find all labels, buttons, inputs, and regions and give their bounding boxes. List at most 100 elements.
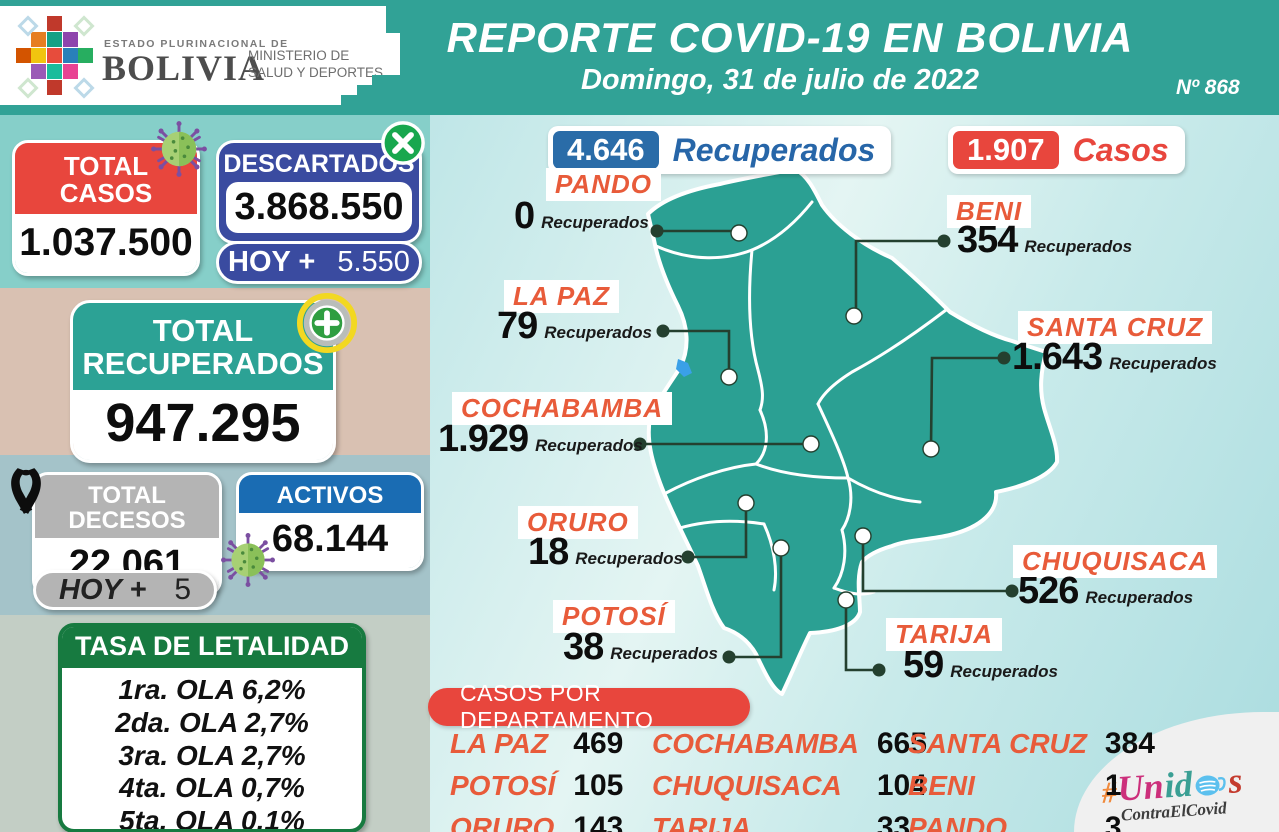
tasa-letalidad-title: TASA DE LETALIDAD: [62, 627, 362, 671]
decesos-hoy-label: HOY +: [59, 573, 147, 606]
cases-value: 3: [1104, 811, 1122, 832]
tarija-value: 59: [903, 644, 944, 686]
cases-value: 104: [876, 769, 927, 802]
pando-value: 0: [514, 195, 535, 237]
total-recuperados-value: 947.295: [73, 390, 333, 461]
descartados-hoy-pill: HOY + 5.550: [216, 241, 422, 284]
tasa-letalidad-card: TASA DE LETALIDAD 1ra. OLA 6,2% 2da. OLA…: [58, 623, 366, 832]
oruro-label: ORURO: [518, 506, 638, 539]
beni-value-row: 354 Recuperados: [957, 219, 1132, 262]
potosi-unit: Recuperados: [610, 644, 718, 663]
cases-table-title-pill: CASOS POR DEPARTAMENTO: [428, 680, 750, 733]
chuquisaca-value-row: 526 Recuperados: [1018, 570, 1193, 613]
cases-value: 143: [573, 811, 624, 832]
bolivia-wordmark: BOLIVIA: [102, 48, 266, 88]
total-decesos-label: TOTAL DECESOS: [35, 475, 219, 539]
activos-card: ACTIVOS 68.144: [236, 472, 424, 572]
pando-unit: Recuperados: [541, 213, 649, 232]
report-date: Domingo, 31 de julio de 2022: [580, 64, 980, 96]
bolivia-map: [633, 167, 1060, 696]
virus-icon-2: [221, 533, 275, 587]
beni-value: 354: [957, 219, 1018, 261]
santa-cruz-value: 1.643: [1012, 336, 1103, 378]
activos-value: 68.144: [239, 513, 421, 569]
descartados-label: DESCARTADOS: [223, 150, 415, 178]
beni-unit: Recuperados: [1024, 237, 1133, 256]
chuquisaca-value: 526: [1018, 570, 1079, 612]
santa-cruz-unit: Recuperados: [1109, 354, 1217, 373]
descartados-hoy-label: HOY +: [228, 246, 316, 278]
cochabamba-value-row: 1.929 Recuperados: [438, 418, 643, 461]
tasa-row-2: 2da. OLA 2,7%: [115, 706, 309, 738]
total-casos-value: 1.037.500: [15, 213, 197, 273]
cases-total-value: 1.907: [953, 131, 1059, 169]
lake-titicaca: [676, 359, 692, 377]
face-mask-icon: [1195, 775, 1226, 796]
mourning-ribbon-icon: [11, 468, 41, 514]
cases-name: CHUQUISACA: [652, 770, 842, 801]
potosi-label: POTOSÍ: [553, 600, 675, 633]
cases-table-col-2: COCHABAMBA 665 CHUQUISACA 104 TARIJA 33: [652, 723, 927, 832]
tarija-unit: Recuperados: [950, 662, 1058, 681]
page-title: REPORTE COVID-19 EN BOLIVIA: [446, 14, 1134, 61]
oruro-value: 18: [528, 531, 569, 573]
la-paz-value-row: 79 Recuperados: [497, 305, 652, 348]
cases-name: PANDO: [908, 812, 1008, 832]
chuquisaca-label: CHUQUISACA: [1013, 545, 1218, 578]
la-paz-unit: Recuperados: [544, 323, 652, 342]
recovered-total-badge: 4.646 Recuperados: [548, 126, 892, 174]
ministry-label: MINISTERIO DE SALUD Y DEPORTES: [248, 48, 383, 82]
cases-table-col-1: LA PAZ 469 POTOSÍ 105 ORURO 143: [450, 723, 623, 832]
descartados-value: 3.868.550: [226, 182, 412, 234]
cases-name: SANTA CRUZ: [908, 728, 1087, 759]
cases-value: 105: [573, 769, 624, 802]
cases-name: ORURO: [450, 812, 555, 832]
cases-name: POTOSÍ: [450, 770, 556, 801]
la-paz-value: 79: [497, 305, 538, 347]
decesos-hoy-value: 5: [174, 573, 191, 606]
total-casos-label-2: CASOS: [59, 178, 153, 209]
ministry-line-2: SALUD Y DEPORTES: [248, 64, 384, 80]
recovered-total-value: 4.646: [553, 131, 659, 169]
cases-name: TARIJA: [652, 812, 752, 832]
cochabamba-label: COCHABAMBA: [452, 392, 673, 425]
total-recuperados-label-2: RECUPERADOS: [82, 345, 324, 381]
total-casos-card: TOTAL CASOS 1.037.500: [12, 140, 200, 276]
cochabamba-unit: Recuperados: [535, 436, 643, 455]
chuquisaca-unit: Recuperados: [1085, 588, 1194, 607]
government-logo-plate: ESTADO PLURINACIONAL DE BOLIVIA MINISTER…: [0, 6, 400, 108]
map-section: 4.646 Recuperados 1.907 Casos PANDO 0 Re…: [428, 115, 1279, 832]
descartados-hoy-value: 5.550: [337, 246, 410, 278]
la-paz-label: LA PAZ: [504, 280, 619, 313]
cases-value: 384: [1104, 727, 1155, 760]
total-recuperados-card: TOTAL RECUPERADOS 947.295: [70, 300, 336, 464]
tasa-row-4: 4ta. OLA 0,7%: [119, 772, 305, 804]
cases-total-badge: 1.907 Casos: [948, 126, 1185, 174]
cochabamba-value: 1.929: [438, 418, 529, 460]
oruro-unit: Recuperados: [575, 549, 683, 568]
pando-label: PANDO: [546, 168, 661, 201]
potosi-value: 38: [563, 626, 604, 668]
cases-value: 1: [1104, 769, 1122, 802]
cases-value: 665: [876, 727, 927, 760]
unidos-contra-el-covid-logo: # Un id s ContraElCovid: [1078, 758, 1267, 829]
header-bar: REPORTE COVID-19 EN BOLIVIA Domingo, 31 …: [0, 0, 1279, 115]
tarija-value-row: 59 Recuperados: [903, 644, 1058, 687]
tasa-row-3: 3ra. OLA 2,7%: [118, 739, 306, 771]
oruro-value-row: 18 Recuperados: [528, 531, 683, 574]
decesos-hoy-pill: HOY + 5: [33, 570, 217, 610]
cases-name: COCHABAMBA: [652, 728, 859, 759]
unidos-part-s: s: [1226, 760, 1244, 802]
discarded-x-icon: [381, 121, 425, 165]
recovered-total-label: Recuperados: [672, 131, 876, 168]
tarija-label: TARIJA: [886, 618, 1002, 651]
pando-value-row: 0 Recuperados: [514, 195, 649, 238]
cases-name: LA PAZ: [450, 728, 548, 759]
unidos-wordmark: # Un id s: [1078, 758, 1265, 813]
cases-table-col-3: SANTA CRUZ 384 BENI 1 PANDO 3: [908, 723, 1155, 832]
descartados-card: DESCARTADOS 3.868.550: [216, 140, 422, 245]
total-casos-label-1: TOTAL: [63, 151, 149, 181]
cases-name: BENI: [908, 770, 975, 801]
report-number: Nº 868: [1176, 76, 1240, 99]
potosi-value-row: 38 Recuperados: [563, 626, 718, 669]
